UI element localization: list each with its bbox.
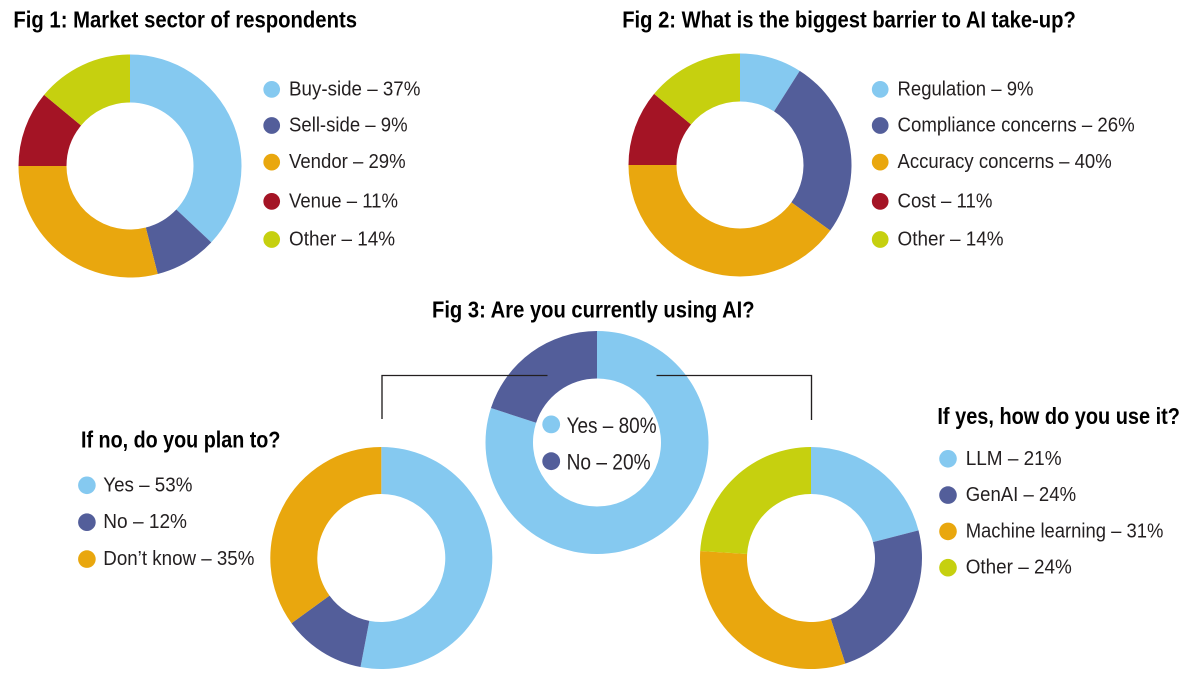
svg-text:Yes – 53%: Yes – 53% bbox=[103, 473, 192, 496]
svg-text:GenAI – 24%: GenAI – 24% bbox=[966, 483, 1076, 506]
svg-text:If yes, how do you use it?: If yes, how do you use it? bbox=[937, 403, 1180, 429]
svg-text:No – 12%: No – 12% bbox=[103, 510, 187, 533]
svg-text:Fig 2: What is the biggest bar: Fig 2: What is the biggest barrier to AI… bbox=[622, 6, 1076, 32]
svg-text:Other – 14%: Other – 14% bbox=[289, 228, 395, 251]
svg-text:Accuracy concerns – 40%: Accuracy concerns – 40% bbox=[898, 150, 1112, 173]
svg-text:Venue – 11%: Venue – 11% bbox=[289, 189, 398, 212]
svg-text:Vendor – 29%: Vendor – 29% bbox=[289, 150, 406, 173]
svg-text:No – 20%: No – 20% bbox=[567, 450, 651, 475]
svg-text:Regulation – 9%: Regulation – 9% bbox=[898, 77, 1034, 100]
svg-text:Other – 14%: Other – 14% bbox=[898, 228, 1004, 251]
svg-text:Don’t know – 35%: Don’t know – 35% bbox=[103, 547, 254, 570]
svg-text:Buy-side – 37%: Buy-side – 37% bbox=[289, 77, 420, 100]
svg-text:Yes – 80%: Yes – 80% bbox=[567, 413, 657, 438]
svg-text:If no, do you plan to?: If no, do you plan to? bbox=[81, 426, 280, 452]
svg-text:Compliance concerns – 26%: Compliance concerns – 26% bbox=[898, 114, 1135, 137]
svg-text:Fig 1: Market sector of respon: Fig 1: Market sector of respondents bbox=[13, 6, 357, 32]
svg-text:LLM – 21%: LLM – 21% bbox=[966, 447, 1062, 470]
svg-text:Fig 3: Are you currently using: Fig 3: Are you currently using AI? bbox=[432, 297, 755, 323]
svg-text:Sell-side – 9%: Sell-side – 9% bbox=[289, 114, 408, 137]
svg-text:Other – 24%: Other – 24% bbox=[966, 556, 1072, 579]
svg-text:Machine learning – 31%: Machine learning – 31% bbox=[966, 519, 1164, 542]
svg-text:Cost – 11%: Cost – 11% bbox=[898, 189, 993, 212]
